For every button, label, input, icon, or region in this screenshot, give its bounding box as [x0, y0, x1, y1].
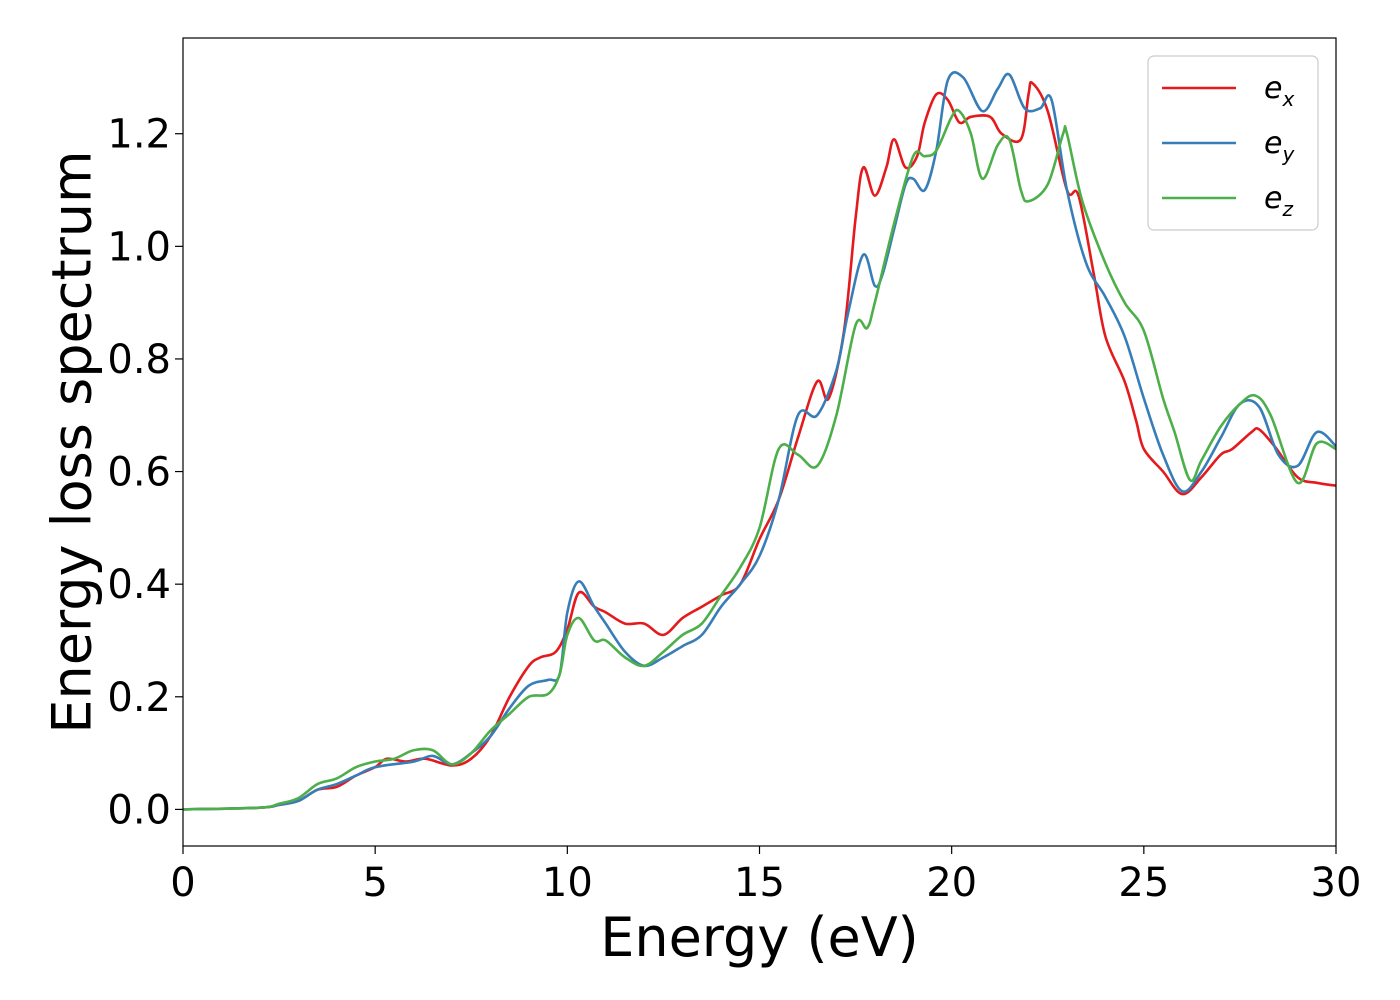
x-tick-label: 20 — [926, 860, 977, 906]
x-tick-label: 10 — [542, 860, 593, 906]
series-line-e-z — [183, 108, 1336, 811]
legend-label: ez — [1264, 181, 1293, 221]
legend-label: ey — [1264, 126, 1295, 166]
y-axis-title: Energy loss spectrum — [41, 150, 104, 733]
y-tick-label: 0.0 — [107, 787, 171, 833]
series-layer — [183, 71, 1336, 811]
legend-label: ex — [1264, 71, 1294, 111]
x-tick-label: 15 — [734, 860, 785, 906]
x-axis-title: Energy (eV) — [600, 906, 919, 969]
y-tick-label: 0.2 — [107, 675, 171, 721]
series-line-e-x — [183, 80, 1336, 811]
y-tick-label: 0.6 — [107, 450, 171, 496]
x-tick-label: 25 — [1118, 860, 1169, 906]
x-tick-label: 30 — [1311, 860, 1362, 906]
y-tick-label: 0.4 — [107, 562, 171, 608]
y-tick-label: 1.0 — [107, 224, 171, 270]
x-tick-label: 5 — [362, 860, 387, 906]
y-tick-label: 0.8 — [107, 337, 171, 383]
x-tick-label: 0 — [170, 860, 195, 906]
y-tick-label: 1.2 — [107, 112, 171, 158]
ticks-layer: 0 5 10 15 20 25 30 0.0 0.2 0.4 0.6 0.8 1.0 1.2 — [107, 112, 1361, 906]
legend: ex ey ez — [1147, 55, 1319, 231]
